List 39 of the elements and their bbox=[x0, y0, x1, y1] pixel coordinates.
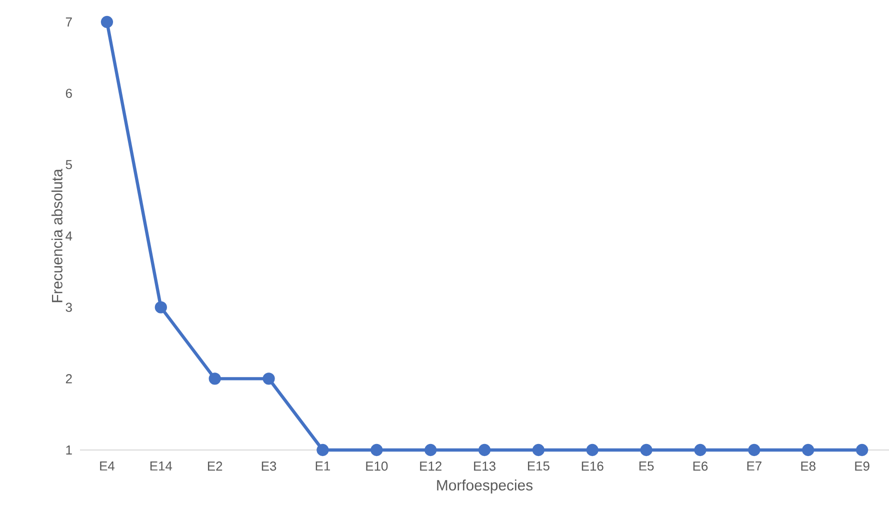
x-tick-label: E2 bbox=[208, 462, 222, 471]
point bbox=[316, 444, 329, 456]
point bbox=[424, 444, 437, 456]
y-tick-label: 7 bbox=[66, 18, 72, 26]
y-axis-title: Frecuencia absoluta bbox=[51, 168, 62, 302]
y-tick-label: 2 bbox=[66, 374, 72, 384]
y-tick-label: 3 bbox=[66, 302, 72, 312]
x-tick-label: E3 bbox=[262, 462, 276, 471]
x-tick-label: E15 bbox=[528, 462, 550, 471]
x-tick-label: E4 bbox=[100, 462, 115, 470]
y-tick-label: 5 bbox=[66, 160, 72, 170]
x-tick-label: E7 bbox=[747, 462, 762, 470]
x-tick-label: E12 bbox=[420, 462, 442, 471]
x-tick-label: E6 bbox=[693, 462, 708, 471]
point bbox=[370, 444, 383, 456]
x-tick-label: E5 bbox=[639, 462, 654, 471]
point bbox=[586, 444, 598, 456]
point bbox=[802, 444, 814, 456]
y-tick-label: 6 bbox=[66, 88, 72, 98]
x-axis-title: Morfoespecies bbox=[437, 480, 533, 494]
x-tick-label: E1 bbox=[316, 462, 330, 470]
x-tick-label: E9 bbox=[855, 462, 870, 471]
x-tick-label: E13 bbox=[474, 462, 496, 471]
point bbox=[694, 444, 706, 456]
x-tick-label: E10 bbox=[366, 462, 388, 471]
point bbox=[748, 444, 760, 456]
point bbox=[478, 444, 491, 456]
point bbox=[262, 372, 275, 385]
point bbox=[532, 444, 545, 456]
x-tick-label: E16 bbox=[582, 462, 604, 471]
y-tick-label: 4 bbox=[66, 232, 72, 240]
y-tick-label: 1 bbox=[66, 446, 72, 454]
point bbox=[208, 372, 221, 385]
x-tick-label: E14 bbox=[150, 462, 172, 470]
point bbox=[640, 444, 652, 456]
point bbox=[154, 301, 167, 314]
x-tick-label: E8 bbox=[801, 462, 816, 471]
point bbox=[856, 444, 868, 456]
point bbox=[100, 16, 114, 28]
